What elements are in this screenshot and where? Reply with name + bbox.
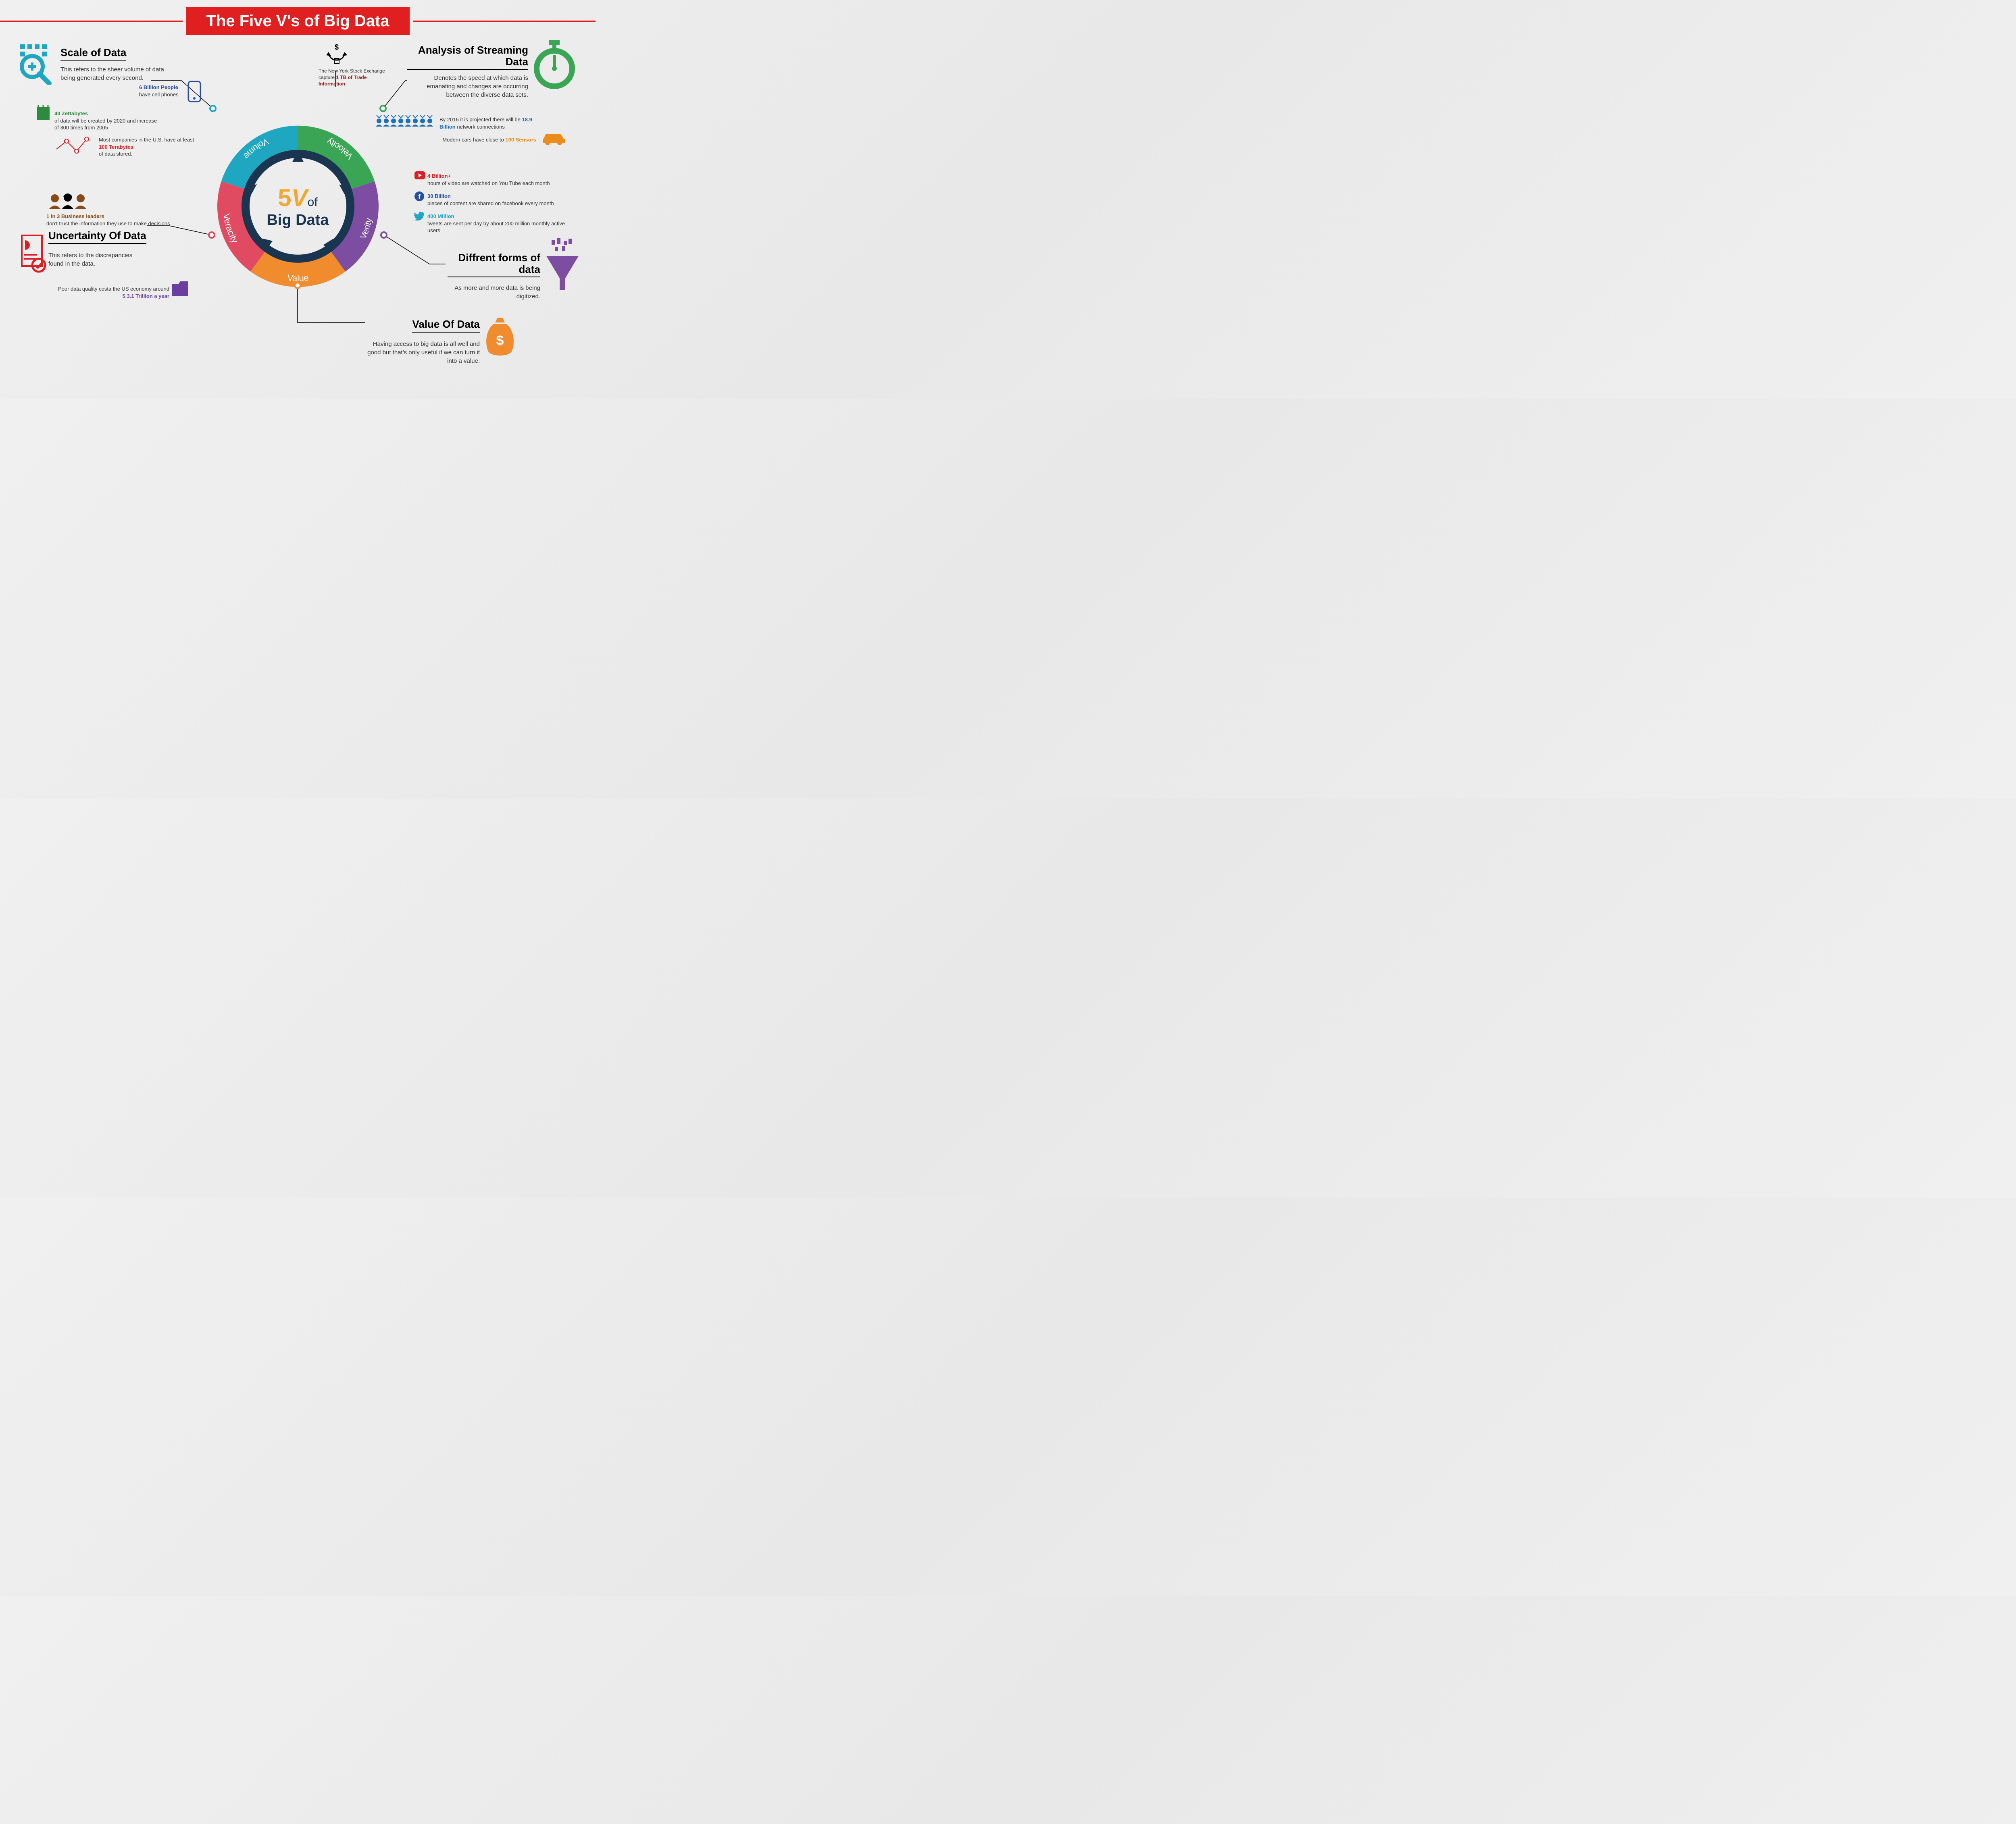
- chip-icon: [34, 105, 52, 123]
- center-bigdata: Big Data: [267, 212, 329, 229]
- veracity-fact-cost: Poor data quality costa the US economy a…: [52, 282, 169, 299]
- title-line-right: [413, 21, 596, 22]
- folder-icon: [171, 281, 189, 297]
- youtube-icon: [414, 171, 425, 179]
- velocity-title: Analysis of Streaming Data: [407, 44, 528, 70]
- volume-zetta-hl: 40 Zettabytes: [54, 110, 88, 116]
- linechart-icon: [54, 135, 95, 155]
- page-title: The Five V's of Big Data: [186, 7, 409, 35]
- volume-fact-tera: Most companies in the U.S. have at least…: [99, 133, 200, 158]
- section-value: Value Of Data Having access to big data …: [367, 318, 480, 365]
- document-check-icon: [19, 234, 48, 274]
- velocity-fact-cars: Modern cars have close to 100 Sensors: [419, 133, 536, 144]
- cost-pre: Poor data quality costa the US economy a…: [58, 286, 169, 292]
- five-v-ring: Volume Velocity Verity Value Veracity 5V…: [213, 122, 383, 291]
- cars-pre: Modern cars have close to: [442, 137, 505, 143]
- conn-pre: By 2016 it is projected there will be: [439, 116, 522, 123]
- title-line-left: [0, 21, 183, 22]
- value-body: Having access to big data is all well an…: [367, 340, 480, 365]
- yt-txt: hours of video are watched on You Tube e…: [427, 180, 550, 186]
- people-icon: [48, 193, 88, 210]
- center-of: of: [308, 196, 318, 209]
- velocity-fact-nyse: The New York Stock Exchange capture 1 TB…: [319, 64, 389, 87]
- yt-hl: 4 Billion+: [427, 173, 451, 179]
- stopwatch-icon: [532, 40, 577, 89]
- center-text: 5Vof Big Data: [267, 184, 329, 229]
- verity-title: Diffrent forms of data: [448, 252, 540, 277]
- car-icon: [540, 130, 569, 146]
- volume-tera-post: of data stored.: [99, 151, 132, 157]
- magnifier-icon: [16, 44, 56, 85]
- people-row-icon: [375, 112, 435, 127]
- segment-value: Value: [250, 249, 345, 287]
- fb-hl: 30 Billion: [427, 193, 451, 199]
- svg-text:f: f: [418, 193, 421, 200]
- segment-veracity: Veracity: [217, 181, 267, 272]
- svg-text:$: $: [335, 43, 339, 51]
- value-title: Value Of Data: [412, 318, 480, 333]
- veracity-body: This refers to the discrepancies found i…: [48, 251, 145, 268]
- cars-hl: 100 Sensors: [505, 137, 536, 143]
- cost-hl: $ 3.1 Trillion a year: [123, 293, 169, 299]
- section-verity: Diffrent forms of data As more and more …: [448, 252, 540, 301]
- section-velocity: Analysis of Streaming Data Denotes the s…: [407, 44, 528, 99]
- verity-body: As more and more data is being digitized…: [448, 284, 540, 301]
- node-verity: [380, 231, 387, 239]
- veracity-fact-leaders: 1 in 3 Business leadersdon't trust the i…: [46, 210, 192, 227]
- volume-tera-pre: Most companies in the U.S. have at least: [99, 137, 194, 143]
- segment-verity: Verity: [329, 181, 379, 272]
- node-value: [294, 282, 301, 289]
- node-veracity: [208, 231, 215, 239]
- tw-hl: 400 Million: [427, 213, 454, 219]
- node-velocity: [379, 105, 387, 112]
- svg-text:$: $: [496, 333, 504, 348]
- volume-phones-hl: 6 Billion People: [139, 84, 178, 90]
- velocity-body: Denotes the speed at which data is emana…: [407, 74, 528, 99]
- section-veracity: Uncertainty Of Data This refers to the d…: [48, 230, 169, 268]
- leaders-txt: don't trust the information they use to …: [46, 220, 170, 227]
- tw-txt: tweets are sent per day by about 200 mil…: [427, 220, 565, 234]
- conn-post: network connections: [456, 124, 505, 130]
- fb-txt: pieces of content are shared on facebook…: [427, 200, 554, 206]
- section-volume: Scale of Data This refers to the sheer v…: [60, 46, 202, 82]
- title-bar: The Five V's of Big Data: [0, 0, 596, 35]
- volume-title: Scale of Data: [60, 46, 126, 61]
- dollar-cycle-icon: $: [325, 42, 349, 64]
- twitter-icon: [414, 212, 424, 220]
- verity-fact-tw: 400 Milliontweets are sent per day by ab…: [427, 210, 573, 234]
- volume-fact-zetta: 40 Zettabytes of data will be created by …: [54, 107, 159, 131]
- funnel-icon: [544, 238, 581, 294]
- phone-icon: [187, 81, 201, 102]
- velocity-fact-conn: By 2016 it is projected there will be 18…: [439, 113, 544, 130]
- volume-tera-hl: 100 Terabytes: [99, 144, 133, 150]
- volume-body: This refers to the sheer volume of data …: [60, 65, 165, 82]
- node-volume: [209, 105, 217, 112]
- veracity-title: Uncertainty Of Data: [48, 230, 146, 244]
- verity-fact-yt: 4 Billion+hours of video are watched on …: [427, 169, 564, 187]
- facebook-icon: f: [414, 191, 424, 201]
- leaders-hl: 1 in 3 Business leaders: [46, 213, 104, 219]
- volume-zetta-txt: of data will be created by 2020 and incr…: [54, 118, 157, 131]
- moneybag-icon: $: [484, 318, 516, 358]
- volume-phones-txt: have cell phones: [139, 92, 179, 98]
- verity-fact-fb: 30 Billionpieces of content are shared o…: [427, 189, 573, 207]
